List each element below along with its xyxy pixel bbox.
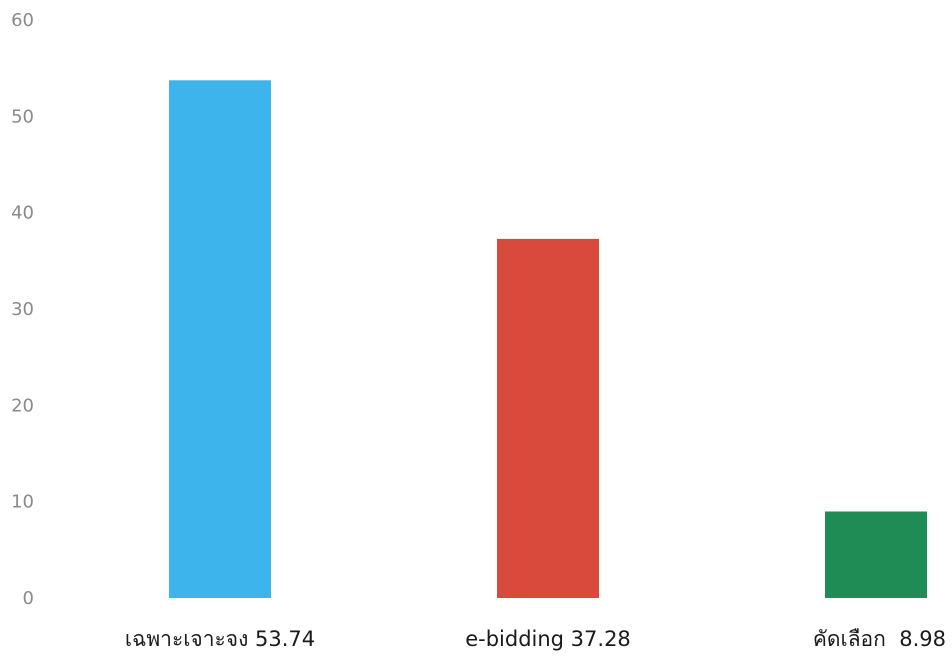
y-tick-label: 40 — [11, 203, 34, 224]
category-labels: เฉพาะเจาะจง 53.74 e-bidding 37.28 คัดเลือก… — [125, 627, 946, 651]
y-tick-label: 0 — [23, 588, 34, 609]
y-tick-label: 30 — [11, 299, 34, 320]
category-label: เฉพาะเจาะจง 53.74 — [125, 627, 315, 651]
bar — [825, 511, 927, 598]
category-label: e-bidding 37.28 — [465, 627, 631, 651]
y-axis-ticks: 0 10 20 30 40 50 60 — [11, 10, 34, 609]
y-tick-label: 20 — [11, 395, 34, 416]
bars — [169, 80, 927, 599]
y-tick-label: 60 — [11, 10, 34, 31]
category-label: คัดเลือก 8.98 — [813, 627, 946, 651]
bar — [497, 238, 599, 599]
y-tick-label: 10 — [11, 492, 34, 513]
bar — [169, 80, 271, 598]
y-tick-label: 50 — [11, 106, 34, 127]
